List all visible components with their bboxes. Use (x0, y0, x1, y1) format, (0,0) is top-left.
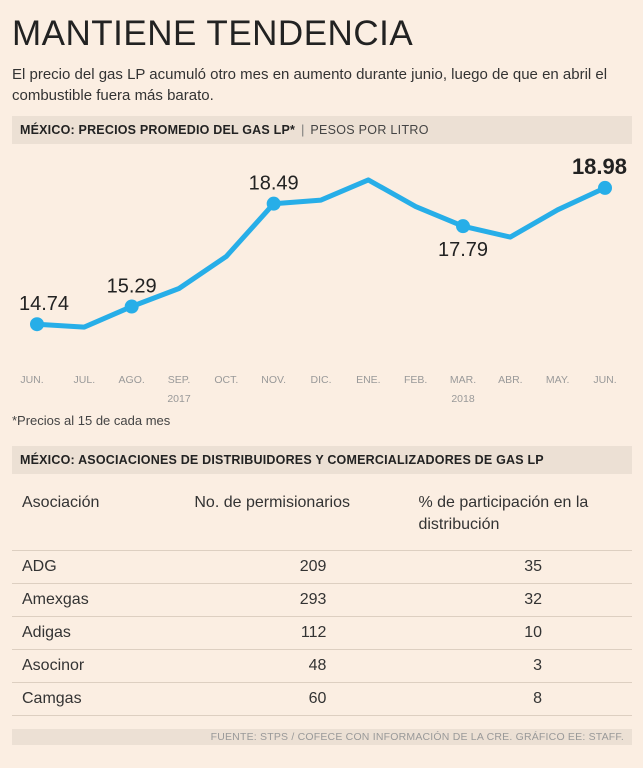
cell-participacion: 32 (402, 583, 632, 617)
data-point-marker (598, 180, 612, 195)
x-tick-label: ENE. (356, 374, 381, 386)
series-line (34, 177, 608, 330)
header-asociacion: Asociación (12, 486, 183, 551)
table-row: ADG 209 35 (12, 550, 632, 584)
page-title: MANTIENE TENDENCIA (12, 14, 414, 53)
year-label: 2018 (451, 393, 475, 405)
associations-table: Asociación No. de permisionarios % de pa… (12, 486, 632, 716)
cell-participacion: 35 (402, 550, 632, 584)
x-tick-label: AGO. (119, 374, 145, 386)
data-point-marker (124, 299, 139, 314)
data-point-marker (30, 317, 44, 332)
table-row: Amexgas 293 32 (12, 583, 632, 617)
cell-asociacion: Asocinor (12, 649, 183, 683)
table-row: Camgas 60 8 (12, 682, 632, 716)
price-line-chart: 14.74 15.29 18.49 17.79 18.98 JUN. JUL. AGO. SEP… (19, 154, 627, 405)
chart-section-separator: | (301, 123, 305, 137)
cell-permisionarios: 112 (182, 616, 403, 650)
table-row: Asocinor 48 3 (12, 649, 632, 683)
cell-permisionarios: 293 (182, 583, 403, 617)
cell-participacion: 10 (402, 616, 632, 650)
cell-permisionarios: 48 (182, 649, 403, 683)
table-row: Adigas 112 10 (12, 616, 632, 650)
chart-section-title: MÉXICO: PRECIOS PROMEDIO DEL GAS LP* (20, 123, 296, 137)
x-tick-label: ABR. (498, 374, 523, 386)
x-tick-label: JUN. (20, 374, 43, 386)
x-tick-label: MAY. (546, 374, 570, 386)
cell-asociacion: ADG (12, 550, 183, 584)
x-tick-label: NOV. (261, 374, 286, 386)
x-tick-label: OCT. (214, 374, 238, 386)
data-label: 18.49 (249, 173, 299, 195)
chart-footnote: *Precios al 15 de cada mes (12, 413, 171, 428)
x-tick-label: DIC. (311, 374, 332, 386)
data-point-marker (456, 219, 470, 234)
data-label: 18.98 (572, 154, 627, 179)
x-tick-label: JUN. (593, 374, 616, 386)
year-label: 2017 (167, 393, 191, 405)
source-credit: FUENTE: STPS / COFECE CON INFORMACIÓN DE… (12, 729, 632, 745)
x-tick-label: SEP. (168, 374, 191, 386)
source-text: FUENTE: STPS / COFECE CON INFORMACIÓN DE… (210, 731, 624, 743)
data-label: 15.29 (107, 276, 157, 298)
table-section-header: MÉXICO: ASOCIACIONES DE DISTRIBUIDORES Y… (12, 446, 632, 474)
cell-permisionarios: 209 (182, 550, 403, 584)
data-label: 14.74 (19, 293, 69, 315)
table-header-row: Asociación No. de permisionarios % de pa… (12, 486, 632, 551)
cell-participacion: 3 (402, 649, 632, 683)
chart-unit-label: PESOS POR LITRO (310, 123, 429, 137)
cell-asociacion: Adigas (12, 616, 183, 650)
x-tick-label: MAR. (450, 374, 476, 386)
data-point-marker (266, 196, 281, 211)
chart-section-header: MÉXICO: PRECIOS PROMEDIO DEL GAS LP* | PES… (12, 116, 632, 144)
cell-participacion: 8 (402, 682, 632, 716)
data-label: 17.79 (438, 239, 488, 261)
x-tick-label: JUL. (74, 374, 96, 386)
cell-asociacion: Amexgas (12, 583, 183, 617)
cell-permisionarios: 60 (182, 682, 403, 716)
header-participacion: % de participación en la distribución (402, 486, 632, 551)
page-subtitle: El precio del gas LP acumuló otro mes en… (12, 66, 608, 104)
table-section-title: MÉXICO: ASOCIACIONES DE DISTRIBUIDORES Y… (20, 453, 544, 467)
x-tick-label: FEB. (404, 374, 427, 386)
cell-asociacion: Camgas (12, 682, 183, 716)
header-permisionarios: No. de permisionarios (182, 486, 403, 551)
